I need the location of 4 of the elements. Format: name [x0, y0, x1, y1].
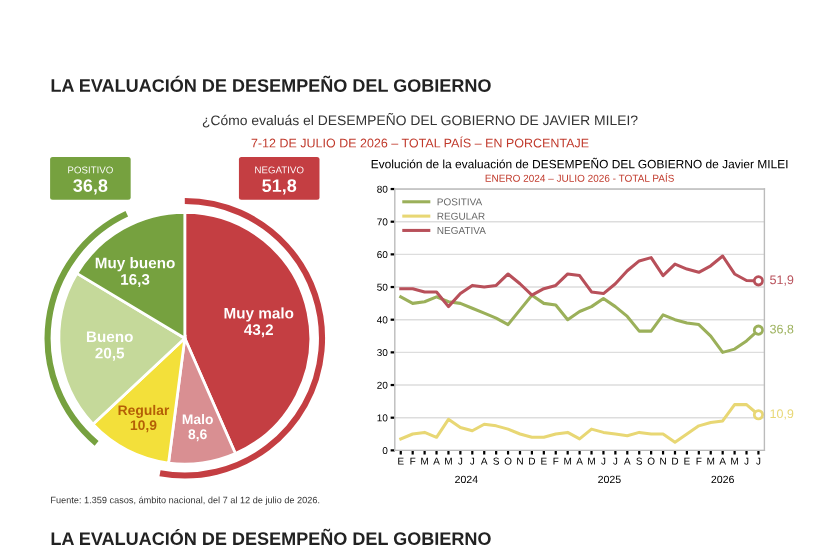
text: LA EVALUACIÓN DE DESEMPEÑO DEL GOBIERNO: [51, 528, 491, 546]
chart-title: LA EVALUACIÓN DE DESEMPEÑO DEL GOBIERNO: [51, 75, 491, 92]
text: 51,8: [262, 179, 297, 195]
text: 36,8: [73, 179, 108, 195]
